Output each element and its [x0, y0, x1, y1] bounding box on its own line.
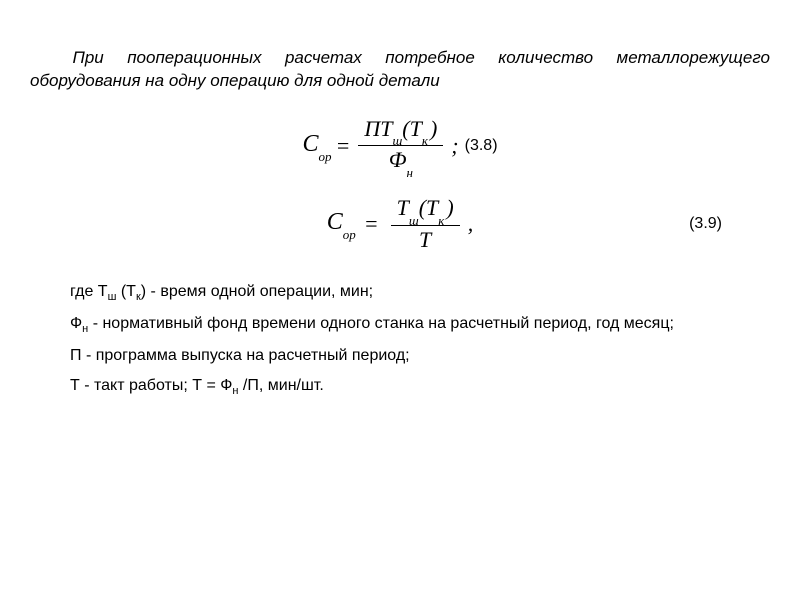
eq1-den-sub: н: [406, 165, 412, 180]
eq1-num-sub1: ш: [392, 133, 402, 148]
eq2-num-sub2: к: [438, 213, 444, 228]
definition-1: где Тш (Тк) - время одной операции, мин;: [30, 281, 770, 305]
eq1-den: Ф: [389, 147, 407, 172]
eq2-label: (3.9): [689, 215, 722, 233]
eq1-terminator: ;: [451, 133, 458, 159]
definition-4: Т - такт работы; Т = Фн /П, мин/шт.: [30, 375, 770, 399]
eq2-lhs: С: [327, 209, 343, 235]
equation-row-1: Сор = ПТш(Тк) Фн ; (3.8): [30, 111, 770, 181]
eq2-num-inner: Т: [426, 195, 438, 220]
intro-paragraph: При пооперационных расчетах потребное ко…: [30, 47, 770, 93]
definition-3: П - программа выпуска на расчетный перио…: [30, 345, 770, 367]
document-page: При пооперационных расчетах потребное ко…: [0, 0, 800, 427]
eq1-num: ПТ: [364, 116, 392, 141]
eq1-label: (3.8): [465, 137, 498, 155]
eq1-lhs: С: [302, 131, 318, 157]
eq2-lhs-sub: ор: [343, 227, 356, 242]
eq1-lhs-sub: ор: [318, 149, 331, 164]
eq2-den: Т: [419, 227, 431, 252]
eq1-fraction: ПТш(Тк) Фн: [358, 115, 443, 177]
eq2-equals: =: [364, 211, 379, 237]
equation-2: Сор = Тш(Тк) Т ,: [327, 194, 473, 253]
eq2-terminator: ,: [468, 211, 474, 237]
eq1-num-inner: Т: [410, 116, 422, 141]
eq1-equals: =: [335, 133, 350, 159]
eq2-fraction: Тш(Тк) Т: [391, 194, 460, 253]
eq2-num-sub1: ш: [409, 213, 419, 228]
eq2-num: Т: [397, 195, 409, 220]
definition-2: Фн - нормативный фонд времени одного ста…: [30, 313, 770, 337]
equation-row-2: Сор = Тш(Тк) Т , (3.9): [30, 189, 770, 259]
equation-1: Сор = ПТш(Тк) Фн ;: [302, 115, 458, 177]
eq1-num-sub2: к: [422, 133, 428, 148]
